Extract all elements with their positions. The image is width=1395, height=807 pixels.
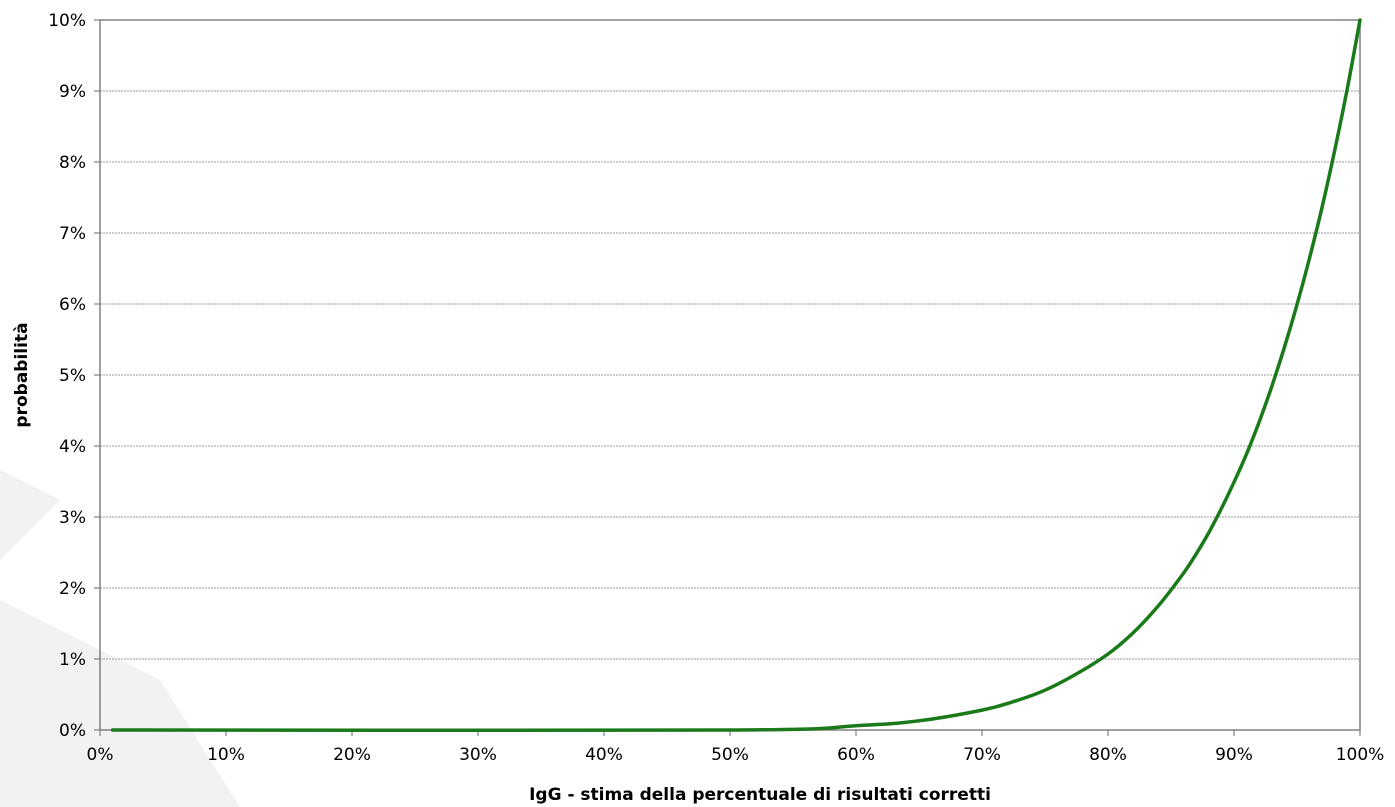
y-tick-label: 2%: [59, 579, 86, 599]
x-tick-label: 80%: [1089, 745, 1127, 765]
x-tick-label: 10%: [207, 745, 245, 765]
x-tick-label: 60%: [837, 745, 875, 765]
x-tick-label: 70%: [963, 745, 1001, 765]
y-tick-label: 6%: [59, 295, 86, 315]
y-tick-labels: 0% 1% 2% 3% 4% 5% 6% 7% 8% 9% 10%: [48, 11, 86, 741]
axes: [94, 19, 1361, 736]
y-tick-label: 5%: [59, 366, 86, 386]
watermark-shape: [0, 470, 60, 560]
x-tick-label: 40%: [585, 745, 623, 765]
series-layer: [110, 18, 1362, 733]
y-tick-label: 4%: [59, 437, 86, 457]
x-tick-label: 30%: [459, 745, 497, 765]
y-tick-label: 10%: [48, 11, 86, 31]
y-tick-label: 8%: [59, 153, 86, 173]
x-tick-label: 50%: [711, 745, 749, 765]
series-line: [110, 18, 1362, 733]
x-tick-label: 20%: [333, 745, 371, 765]
y-axis-title: probabilità: [12, 322, 32, 427]
y-tick-label: 9%: [59, 82, 86, 102]
x-axis-title: IgG - stima della percentuale di risulta…: [529, 785, 991, 805]
gridlines: [100, 90, 1360, 660]
x-tick-label: 100%: [1336, 745, 1385, 765]
background-watermark: [0, 470, 240, 807]
y-tick-label: 0%: [59, 721, 86, 741]
watermark-shape: [0, 600, 240, 807]
y-tick-label: 1%: [59, 650, 86, 670]
x-tick-label: 0%: [87, 745, 114, 765]
y-tick-label: 3%: [59, 508, 86, 528]
x-tick-label: 90%: [1215, 745, 1253, 765]
x-tick-labels: 0% 10% 20% 30% 40% 50% 60% 70% 80% 90% 100%: [87, 745, 1385, 765]
y-tick-label: 7%: [59, 224, 86, 244]
